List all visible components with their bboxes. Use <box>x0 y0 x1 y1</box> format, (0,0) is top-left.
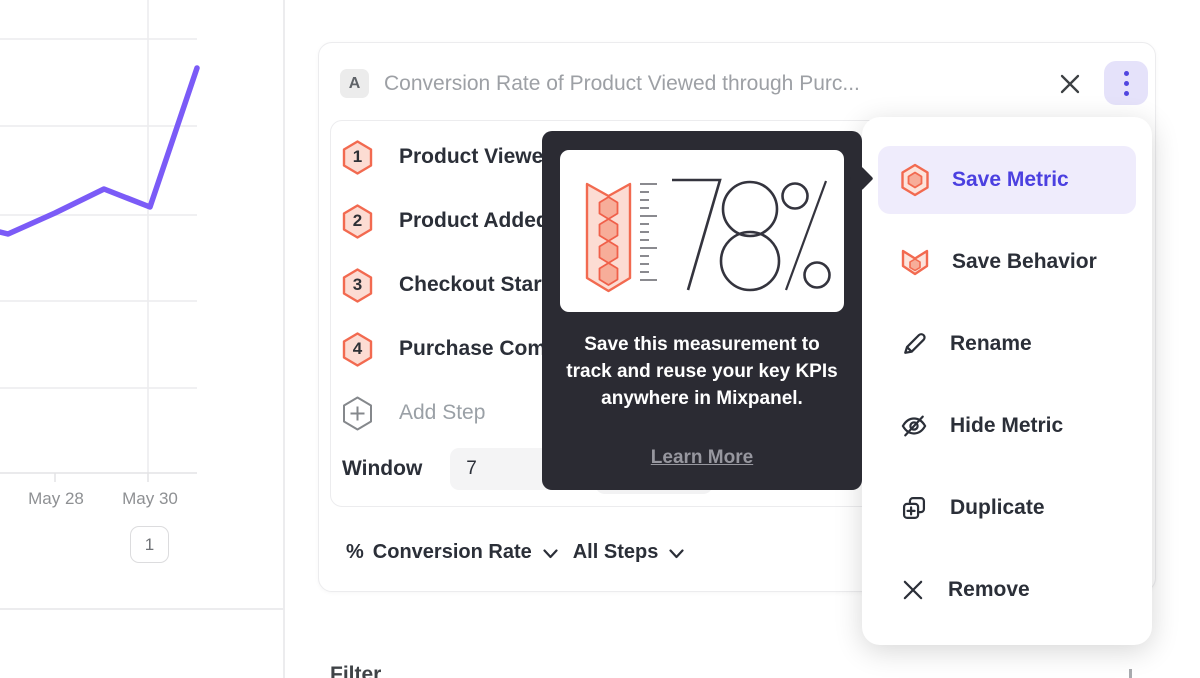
step-event-name: Product Added <box>399 209 549 232</box>
close-icon <box>1060 74 1080 94</box>
query-title[interactable]: Conversion Rate of Product Viewed throug… <box>384 72 860 95</box>
pencil-icon <box>904 333 926 354</box>
save-metric-hexagon-icon <box>901 163 929 197</box>
grid-lines <box>0 0 197 473</box>
eye-off-icon <box>901 415 927 437</box>
chevron-down-icon[interactable] <box>543 548 558 559</box>
tooltip-body-text: Save this measurement to track and reuse… <box>566 334 838 409</box>
step-number-hexagon-icon: 1 <box>342 139 373 175</box>
panel-separator <box>283 0 285 678</box>
x-tick-label: May 30 <box>122 489 178 508</box>
funnel-step-row[interactable]: 2 Product Added <box>342 203 549 239</box>
conversion-window-row: Window <box>342 448 563 490</box>
step-number-hexagon-icon: 2 <box>342 203 373 239</box>
query-options-menu: Save Metric Save Behavior Rename Hide Me… <box>862 117 1152 645</box>
funnel-step-row[interactable]: 1 Product Viewed <box>342 139 556 175</box>
78-percent-lineart <box>672 178 831 292</box>
chart-card-bottom-border <box>0 608 284 610</box>
kebab-dot-icon <box>1123 90 1129 96</box>
steps-scope-selector[interactable]: All Steps <box>572 540 659 563</box>
query-letter-badge: A <box>340 69 369 98</box>
conversion-trend-line <box>0 65 200 237</box>
filter-section-title: Filter <box>330 663 382 678</box>
pagination-badge[interactable]: 1 <box>130 526 169 563</box>
x-axis <box>0 472 197 482</box>
menu-item-hide-metric[interactable]: Hide Metric <box>878 392 1136 460</box>
learn-more-link[interactable]: Learn More <box>650 447 754 468</box>
more-options-button[interactable] <box>1104 61 1148 105</box>
line-chart-plot <box>0 0 200 482</box>
step-number-hexagon-icon: 4 <box>342 331 373 367</box>
menu-item-save-behavior[interactable]: Save Behavior <box>878 228 1136 296</box>
save-behavior-badge-icon <box>901 249 929 276</box>
chevron-down-icon[interactable] <box>669 548 684 559</box>
x-icon <box>903 580 923 600</box>
conversion-78pct-illustration <box>585 178 831 293</box>
measurement-row: % Conversion Rate All Steps <box>346 537 690 567</box>
x-tick-label: May 28 <box>28 489 84 508</box>
step-event-name: Product Viewed <box>399 145 557 168</box>
save-metric-tooltip: Save this measurement to track and reuse… <box>542 131 874 490</box>
duplicate-icon <box>902 496 926 520</box>
menu-item-rename[interactable]: Rename <box>878 310 1136 378</box>
ruler-ticks-icon <box>640 183 657 281</box>
funnel-hexagons-icon <box>598 196 619 286</box>
funnel-trend-chart: May 28 May 30 1 <box>0 0 285 678</box>
add-step-label: Add Step <box>399 401 486 424</box>
kebab-dot-icon <box>1123 70 1129 76</box>
funnel-step-row[interactable]: 3 Checkout Started <box>342 267 573 303</box>
step-event-name: Checkout Started <box>399 273 573 296</box>
tooltip-illustration-card <box>560 150 844 312</box>
window-label: Window <box>342 457 423 480</box>
measurement-selector[interactable]: Conversion Rate <box>372 540 532 563</box>
percent-icon: % <box>346 540 364 563</box>
add-step-hexagon-icon <box>342 396 373 431</box>
add-filter-plus-icon[interactable] <box>1129 669 1132 678</box>
close-button[interactable] <box>1054 68 1086 100</box>
step-number-hexagon-icon: 3 <box>342 267 373 303</box>
menu-item-save-metric[interactable]: Save Metric <box>878 146 1136 214</box>
kebab-dot-icon <box>1123 80 1129 86</box>
menu-item-duplicate[interactable]: Duplicate <box>878 474 1136 542</box>
menu-item-remove[interactable]: Remove <box>878 556 1136 624</box>
add-step-row[interactable]: Add Step <box>342 395 485 431</box>
